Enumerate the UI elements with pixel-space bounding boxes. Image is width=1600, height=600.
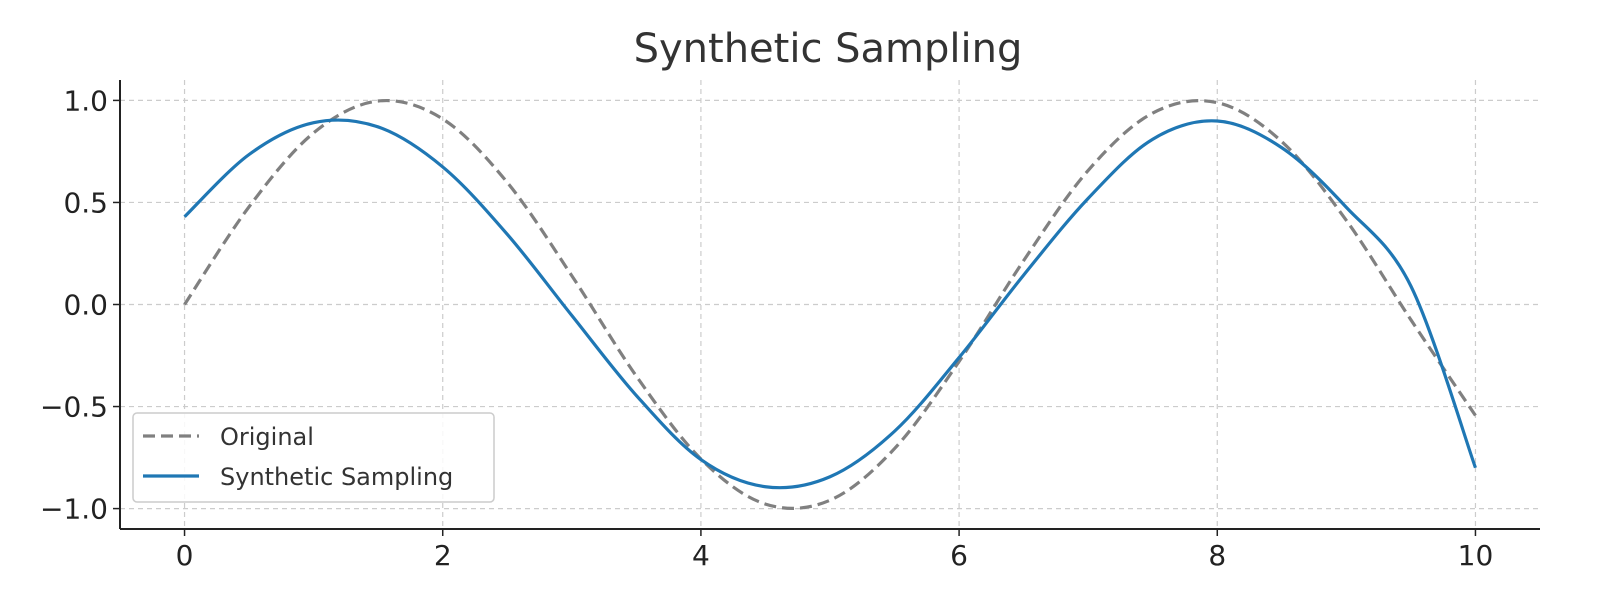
chart-title: Synthetic Sampling bbox=[634, 26, 1023, 72]
legend: Original Synthetic Sampling bbox=[132, 412, 495, 503]
x-tick-label: 4 bbox=[692, 539, 710, 572]
x-tick-label: 2 bbox=[434, 539, 452, 572]
x-tick-label: 10 bbox=[1458, 539, 1494, 572]
x-tick-label: 8 bbox=[1208, 539, 1226, 572]
y-tick-label: 0.0 bbox=[63, 289, 108, 322]
legend-entry-label: Synthetic Sampling bbox=[220, 463, 453, 491]
series-line-synthetic-sampling bbox=[183, 118, 1477, 490]
y-tick-label: −1.0 bbox=[40, 493, 108, 526]
y-tick-label: 1.0 bbox=[63, 84, 108, 117]
y-tick-label: −0.5 bbox=[40, 391, 108, 424]
series-line-original bbox=[183, 98, 1477, 510]
legend-box bbox=[132, 412, 495, 503]
grid-lines bbox=[120, 80, 1540, 529]
y-tick-label: 0.5 bbox=[63, 186, 108, 219]
axes: 0 2 4 6 8 10 −1.0 −0.5 0.0 0.5 1.0 bbox=[40, 80, 1540, 572]
x-tick-label: 0 bbox=[176, 539, 194, 572]
x-tick-label: 6 bbox=[950, 539, 968, 572]
legend-entry-label: Original bbox=[220, 423, 314, 451]
series-lines bbox=[183, 98, 1477, 510]
